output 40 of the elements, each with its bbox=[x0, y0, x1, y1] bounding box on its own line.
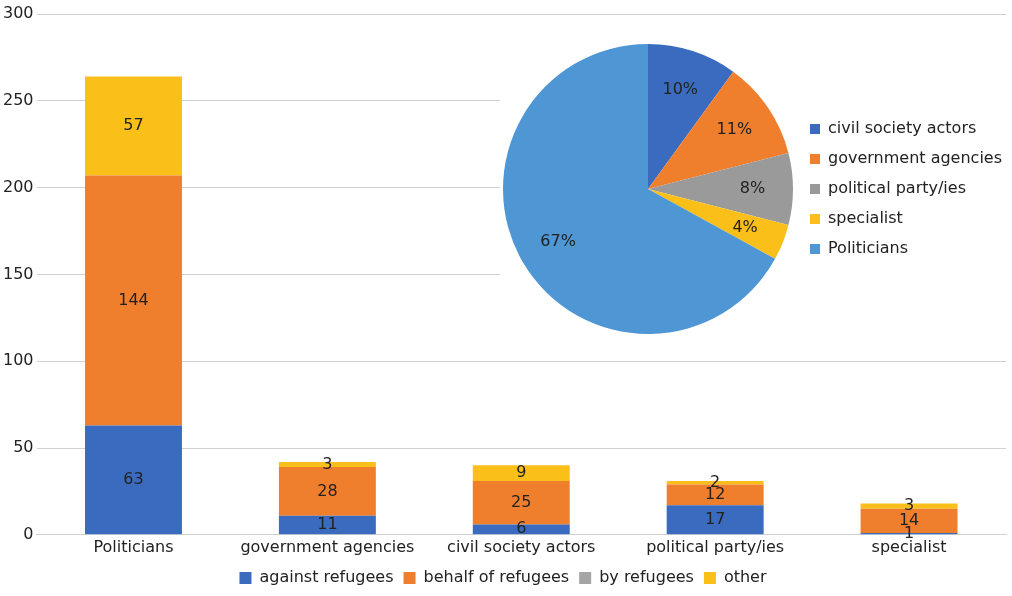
y-tick-label: 0 bbox=[23, 523, 34, 543]
x-tick-label: government agencies bbox=[240, 536, 415, 556]
legend-label: against refugees bbox=[259, 567, 394, 587]
bar bbox=[666, 505, 764, 535]
bar bbox=[278, 515, 376, 535]
bar bbox=[472, 465, 570, 481]
data-label: 67% bbox=[540, 231, 576, 251]
y-tick-label: 150 bbox=[2, 263, 34, 283]
legend-label: by refugees bbox=[599, 567, 694, 587]
data-label: 11 bbox=[317, 514, 338, 534]
bar bbox=[278, 467, 376, 516]
x-tick-label: political party/ies bbox=[646, 536, 785, 556]
legend-label: other bbox=[723, 567, 767, 587]
data-label: 9 bbox=[516, 462, 527, 482]
y-tick-label: 250 bbox=[2, 89, 34, 109]
y-tick-label: 50 bbox=[13, 437, 34, 457]
data-label: 144 bbox=[118, 289, 149, 309]
legend-label: political party/ies bbox=[828, 178, 966, 198]
legend-label: Politicians bbox=[828, 238, 909, 258]
data-label: 25 bbox=[511, 491, 532, 511]
y-tick-label: 300 bbox=[2, 3, 34, 23]
legend-label: government agencies bbox=[828, 148, 1003, 168]
data-label: 4% bbox=[732, 216, 758, 236]
data-label: 63 bbox=[123, 469, 144, 489]
legend-label: behalf of refugees bbox=[423, 567, 570, 587]
x-tick-label: civil society actors bbox=[447, 536, 596, 556]
bar bbox=[85, 175, 182, 426]
y-tick-label: 200 bbox=[2, 176, 34, 196]
legend-label: civil society actors bbox=[828, 118, 977, 138]
data-label: 8% bbox=[739, 178, 766, 198]
data-label: 10% bbox=[662, 78, 699, 98]
legend-label: specialist bbox=[828, 208, 903, 228]
data-label: 57 bbox=[123, 115, 144, 135]
y-tick-label: 100 bbox=[2, 350, 34, 370]
data-label: 28 bbox=[317, 480, 338, 500]
bar bbox=[85, 425, 182, 535]
data-label: 11% bbox=[716, 119, 753, 139]
data-label: 17 bbox=[704, 508, 726, 528]
x-tick-label: Politicians bbox=[93, 536, 174, 556]
bar bbox=[85, 76, 182, 176]
